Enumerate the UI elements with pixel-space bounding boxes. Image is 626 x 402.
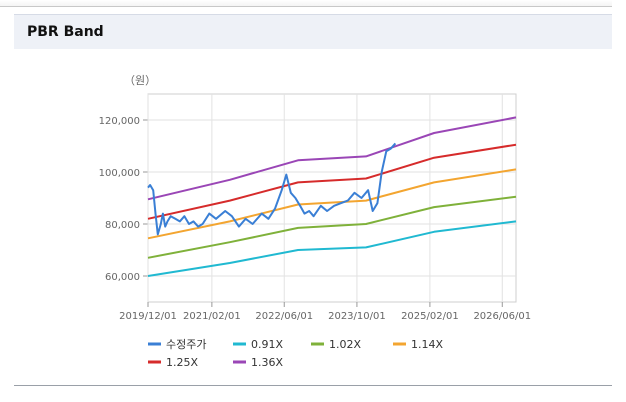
series-line-0.91X bbox=[147, 220, 517, 277]
y-tick-label: 120,000 bbox=[99, 116, 140, 127]
legend-label: 수정주가 bbox=[166, 338, 206, 351]
legend-label: 1.14X bbox=[411, 338, 443, 351]
y-tick-label: 80,000 bbox=[105, 220, 140, 231]
series-line-1.25X bbox=[147, 143, 517, 220]
series-line-1.36X bbox=[147, 116, 517, 201]
legend-label: 1.25X bbox=[166, 356, 198, 369]
top-divider bbox=[0, 0, 612, 7]
series-line-수정주가 bbox=[147, 142, 397, 236]
section-header: PBR Band bbox=[14, 14, 612, 49]
x-tick-label: 2021/02/01 bbox=[183, 311, 241, 322]
series-line-1.02X bbox=[147, 195, 517, 259]
legend-label: 0.91X bbox=[251, 338, 283, 351]
y-unit-label: （원） bbox=[124, 74, 156, 87]
series-line-1.14X bbox=[147, 168, 517, 240]
section-title: PBR Band bbox=[27, 24, 104, 40]
legend-label: 1.02X bbox=[329, 338, 361, 351]
x-tick-label: 2025/02/01 bbox=[401, 311, 459, 322]
y-tick-label: 100,000 bbox=[99, 168, 140, 179]
plot-area bbox=[147, 93, 517, 303]
y-tick-label: 60,000 bbox=[105, 272, 140, 283]
x-tick-label: 2019/12/01 bbox=[119, 311, 177, 322]
x-tick-label: 2026/06/01 bbox=[473, 311, 531, 322]
x-tick-label: 2022/06/01 bbox=[255, 311, 313, 322]
legend-label: 1.36X bbox=[251, 356, 283, 369]
bottom-divider bbox=[14, 385, 612, 386]
x-tick-label: 2023/10/01 bbox=[328, 311, 386, 322]
